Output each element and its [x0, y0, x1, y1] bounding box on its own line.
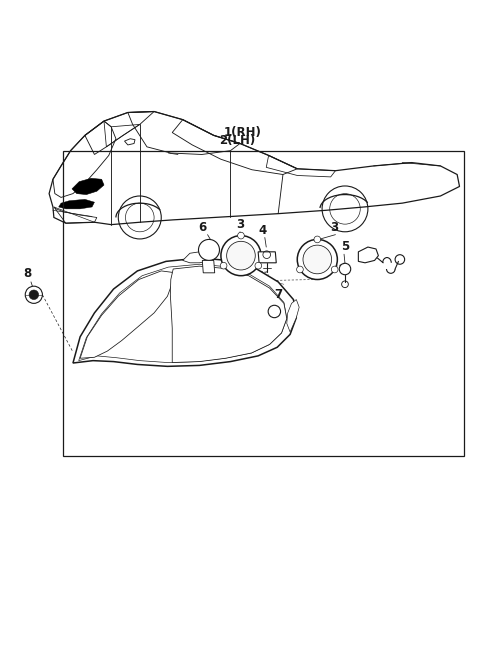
Polygon shape — [59, 199, 95, 209]
Circle shape — [303, 245, 332, 274]
Circle shape — [314, 236, 321, 243]
Bar — [63, 151, 464, 456]
Polygon shape — [79, 264, 287, 363]
Text: 2(LH): 2(LH) — [219, 134, 256, 147]
Polygon shape — [287, 299, 299, 332]
Polygon shape — [72, 179, 104, 195]
Polygon shape — [202, 260, 215, 273]
Circle shape — [199, 240, 219, 260]
Polygon shape — [359, 247, 378, 263]
Text: 3: 3 — [236, 218, 244, 231]
Circle shape — [297, 240, 337, 280]
Circle shape — [238, 232, 244, 239]
Text: 1(RH): 1(RH) — [224, 125, 261, 139]
Circle shape — [221, 236, 261, 276]
Circle shape — [220, 262, 227, 269]
Circle shape — [331, 266, 338, 273]
Text: 3: 3 — [330, 220, 338, 234]
Polygon shape — [170, 266, 287, 363]
Circle shape — [297, 266, 303, 273]
Circle shape — [29, 290, 38, 299]
Text: 8: 8 — [24, 266, 32, 280]
Circle shape — [227, 241, 255, 270]
Text: 6: 6 — [199, 220, 207, 234]
Circle shape — [255, 262, 262, 269]
Polygon shape — [73, 258, 296, 367]
Polygon shape — [80, 271, 173, 359]
Text: 4: 4 — [259, 224, 267, 236]
Text: 5: 5 — [341, 240, 349, 253]
Text: 7: 7 — [274, 288, 282, 301]
Polygon shape — [258, 252, 276, 263]
Polygon shape — [183, 252, 206, 263]
